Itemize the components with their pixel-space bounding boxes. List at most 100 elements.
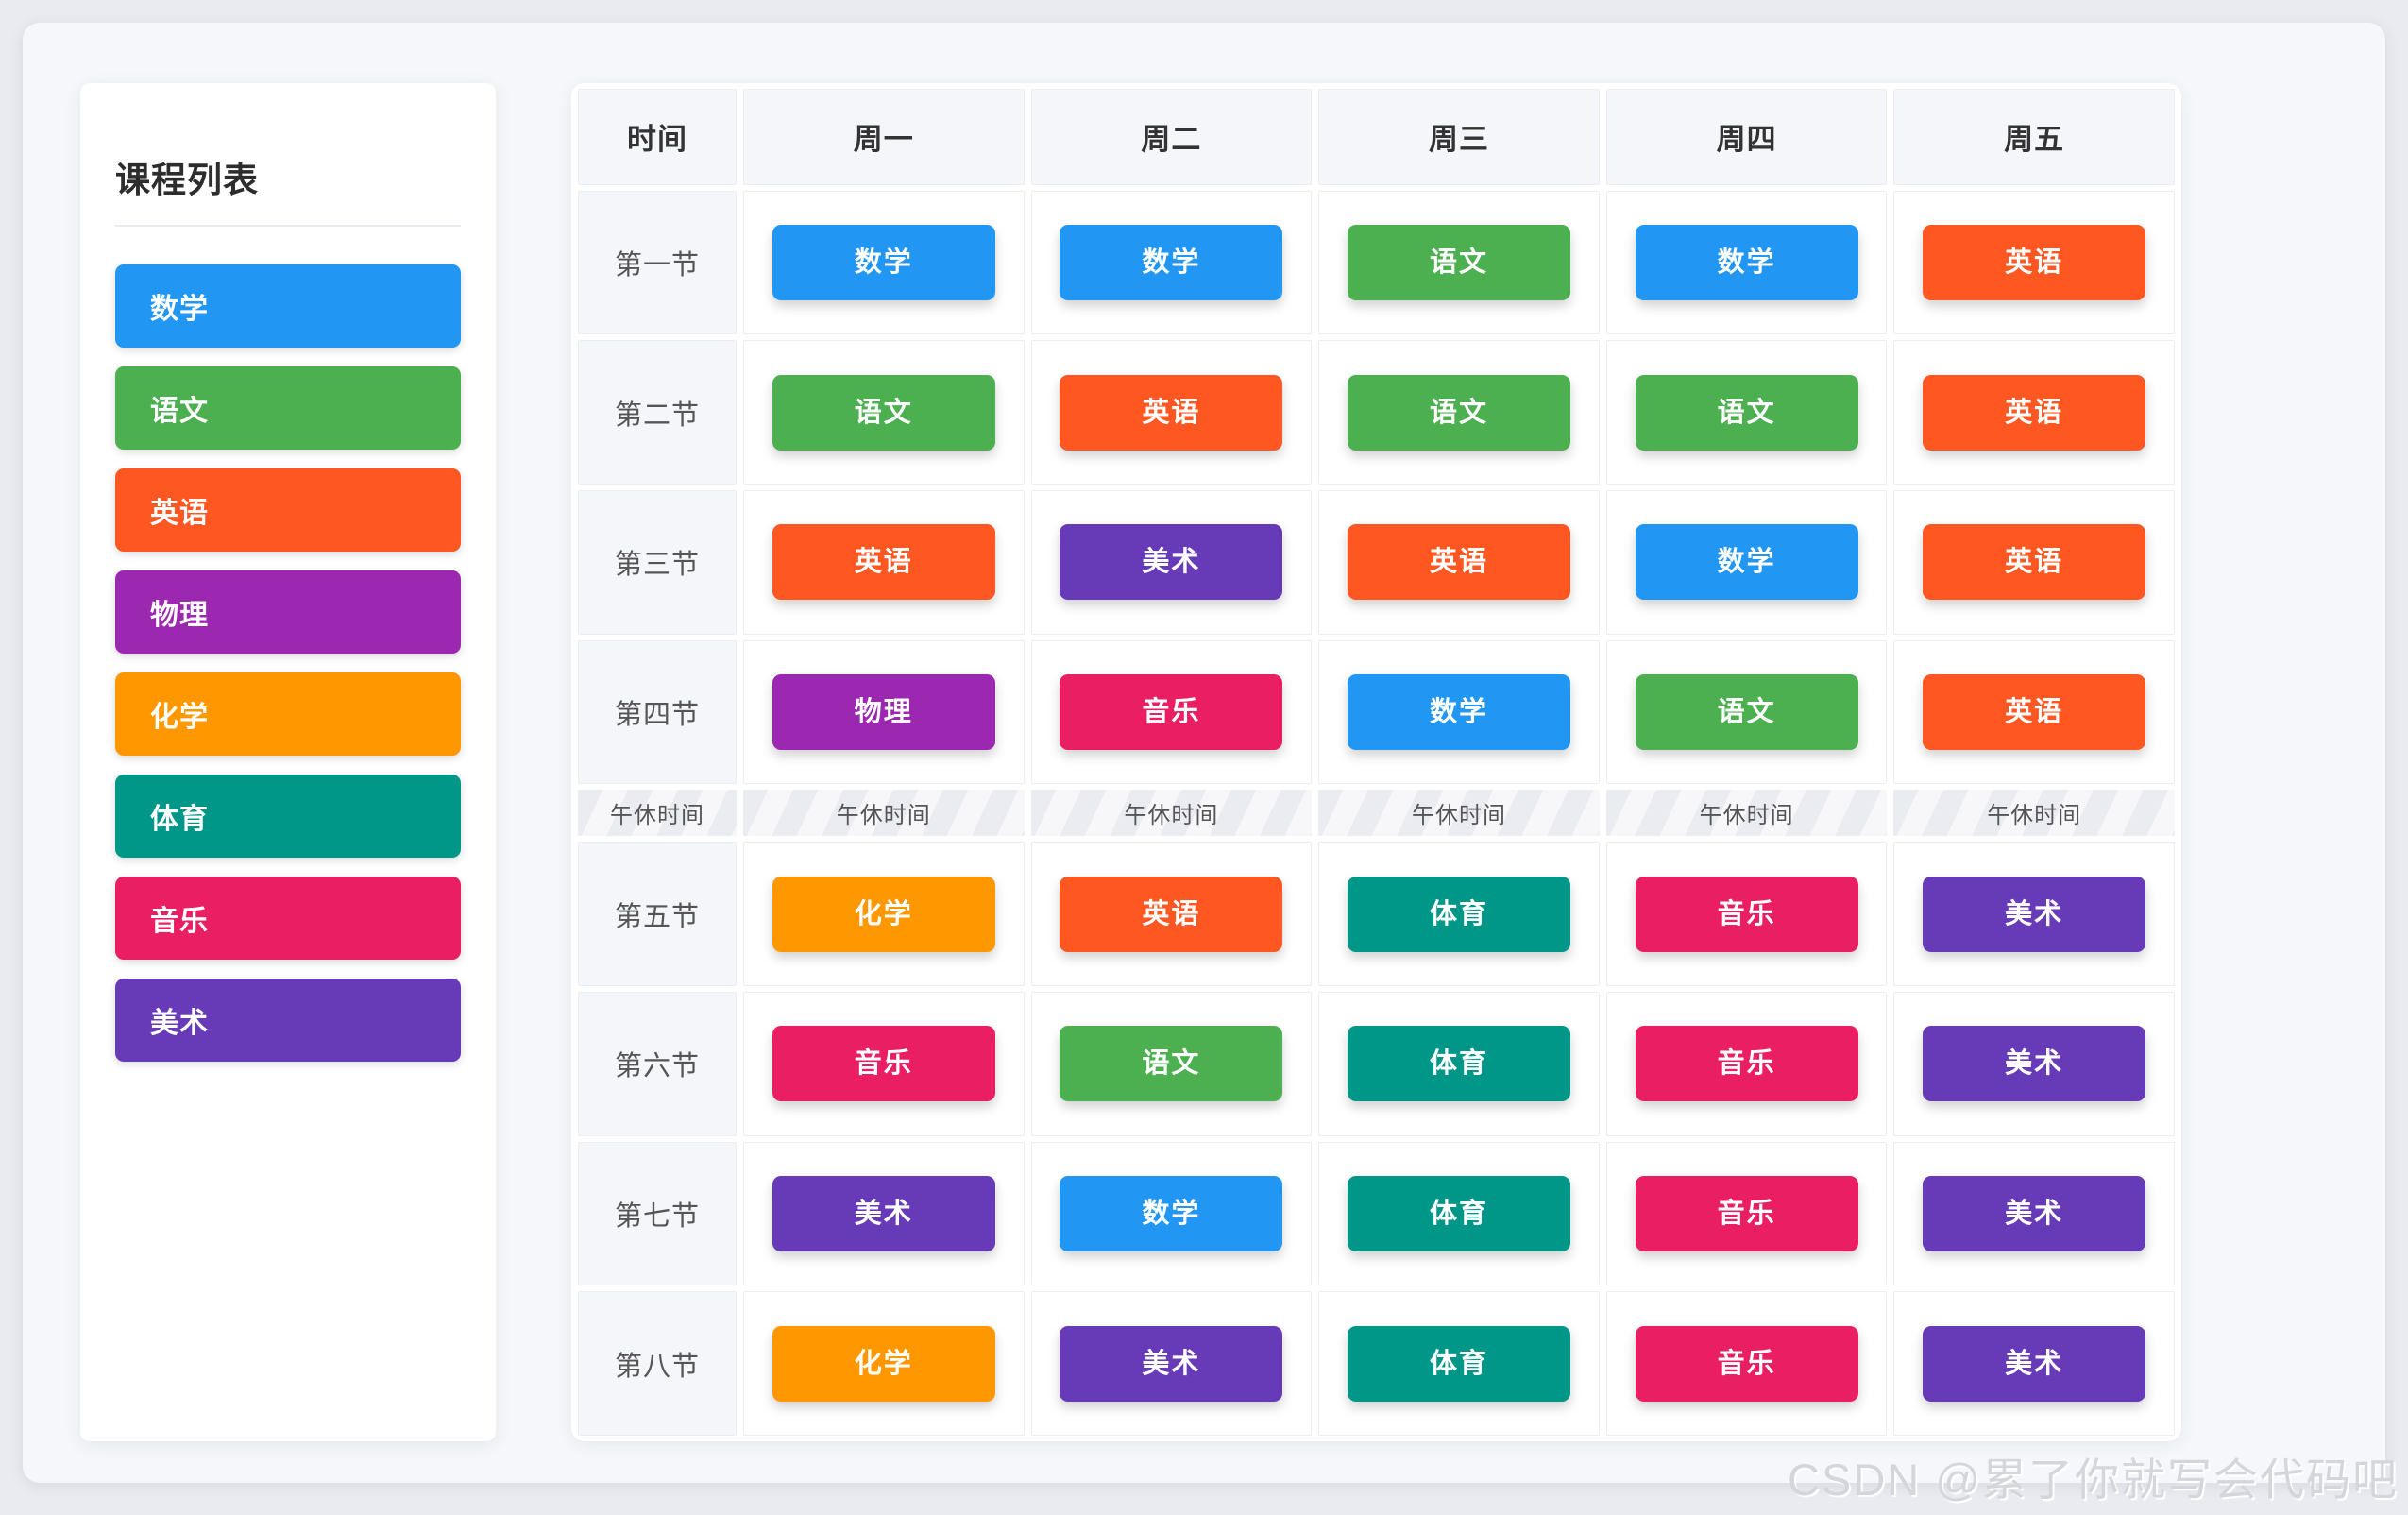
sidebar-course-chip[interactable]: 数学: [115, 264, 461, 348]
course-chip[interactable]: 音乐: [1635, 876, 1858, 952]
course-chip[interactable]: 语文: [1060, 1026, 1283, 1102]
course-chip[interactable]: 英语: [1923, 674, 2146, 751]
schedule-cell[interactable]: 数学: [743, 190, 1025, 335]
course-chip[interactable]: 美术: [1923, 1026, 2146, 1102]
course-chip[interactable]: 化学: [772, 1325, 995, 1402]
course-chip[interactable]: 体育: [1347, 1325, 1570, 1402]
schedule-cell[interactable]: 英语: [1030, 340, 1313, 485]
column-header-wednesday: 周三: [1318, 89, 1600, 185]
schedule-cell[interactable]: 英语: [1318, 490, 1600, 635]
course-chip[interactable]: 美术: [1060, 524, 1283, 601]
schedule-cell[interactable]: 音乐: [743, 991, 1025, 1136]
course-chip-list: 数学 语文 英语 物理 化学 体育 音乐 美术: [115, 264, 461, 1062]
sidebar-course-chip[interactable]: 音乐: [115, 877, 461, 960]
sidebar-course-chip[interactable]: 物理: [115, 570, 461, 654]
sidebar-course-chip[interactable]: 美术: [115, 979, 461, 1062]
sidebar-course-chip[interactable]: 语文: [115, 366, 461, 450]
schedule-cell[interactable]: 语文: [1605, 639, 1888, 785]
schedule-cell[interactable]: 语文: [1318, 190, 1600, 335]
schedule-cell[interactable]: 体育: [1318, 991, 1600, 1136]
course-chip[interactable]: 音乐: [1635, 1325, 1858, 1402]
schedule-cell[interactable]: 物理: [743, 639, 1025, 785]
schedule-cell[interactable]: 美术: [1893, 991, 2175, 1136]
sidebar-course-chip[interactable]: 英语: [115, 468, 461, 552]
schedule-cell[interactable]: 英语: [1893, 190, 2175, 335]
timetable-row-period-7: 第七节 美术 数学 体育 音乐 美术: [578, 1141, 2175, 1286]
course-chip[interactable]: 美术: [772, 1175, 995, 1251]
course-chip[interactable]: 数学: [1347, 674, 1570, 751]
course-chip[interactable]: 数学: [1635, 524, 1858, 601]
schedule-cell[interactable]: 数学: [1605, 490, 1888, 635]
schedule-cell[interactable]: 音乐: [1030, 639, 1313, 785]
course-chip[interactable]: 数学: [1060, 1175, 1283, 1251]
schedule-cell[interactable]: 体育: [1318, 1291, 1600, 1436]
schedule-cell[interactable]: 音乐: [1605, 991, 1888, 1136]
schedule-cell[interactable]: 美术: [1893, 842, 2175, 986]
course-chip[interactable]: 音乐: [1635, 1026, 1858, 1102]
course-chip[interactable]: 音乐: [1060, 674, 1283, 751]
period-label: 第八节: [578, 1291, 737, 1436]
course-chip[interactable]: 数学: [1060, 225, 1283, 301]
course-chip[interactable]: 英语: [1923, 225, 2146, 301]
schedule-cell[interactable]: 音乐: [1605, 1141, 1888, 1286]
course-chip[interactable]: 物理: [772, 674, 995, 751]
schedule-cell[interactable]: 化学: [743, 842, 1025, 986]
schedule-cell[interactable]: 英语: [1030, 842, 1313, 986]
schedule-cell[interactable]: 美术: [1030, 490, 1313, 635]
schedule-cell[interactable]: 数学: [1030, 190, 1313, 335]
course-chip[interactable]: 英语: [1347, 524, 1570, 601]
schedule-cell[interactable]: 美术: [743, 1141, 1025, 1286]
timetable-row-period-3: 第三节 英语 美术 英语 数学 英语: [578, 490, 2175, 635]
schedule-cell[interactable]: 体育: [1318, 1141, 1600, 1286]
schedule-cell[interactable]: 化学: [743, 1291, 1025, 1436]
course-chip[interactable]: 英语: [1060, 876, 1283, 952]
course-chip[interactable]: 语文: [1347, 374, 1570, 451]
period-label: 第四节: [578, 639, 737, 785]
period-label: 第二节: [578, 340, 737, 485]
schedule-cell[interactable]: 美术: [1030, 1291, 1313, 1436]
timetable-row-period-5: 第五节 化学 英语 体育 音乐 美术: [578, 842, 2175, 986]
course-chip[interactable]: 体育: [1347, 1175, 1570, 1251]
course-chip[interactable]: 语文: [1635, 374, 1858, 451]
course-chip[interactable]: 英语: [772, 524, 995, 601]
course-chip[interactable]: 美术: [1923, 1175, 2146, 1251]
column-header-time: 时间: [578, 89, 737, 185]
course-chip[interactable]: 体育: [1347, 1026, 1570, 1102]
schedule-cell[interactable]: 英语: [1893, 340, 2175, 485]
schedule-cell[interactable]: 体育: [1318, 842, 1600, 986]
schedule-cell[interactable]: 音乐: [1605, 842, 1888, 986]
schedule-cell[interactable]: 英语: [1893, 490, 2175, 635]
schedule-cell[interactable]: 英语: [743, 490, 1025, 635]
schedule-cell[interactable]: 音乐: [1605, 1291, 1888, 1436]
course-chip[interactable]: 美术: [1923, 876, 2146, 952]
sidebar-course-chip[interactable]: 化学: [115, 672, 461, 756]
course-chip[interactable]: 数学: [1635, 225, 1858, 301]
course-chip[interactable]: 体育: [1347, 876, 1570, 952]
timetable-card: 时间 周一 周二 周三 周四 周五 第一节 数学 数学 语文 数学 英语 第二节…: [571, 83, 2181, 1441]
course-chip[interactable]: 语文: [1635, 674, 1858, 751]
course-chip[interactable]: 化学: [772, 876, 995, 952]
course-chip[interactable]: 美术: [1923, 1325, 2146, 1402]
course-chip[interactable]: 音乐: [1635, 1175, 1858, 1251]
schedule-cell[interactable]: 语文: [1605, 340, 1888, 485]
course-list-panel: 课程列表 数学 语文 英语 物理 化学 体育 音乐 美术: [80, 83, 496, 1441]
schedule-cell[interactable]: 美术: [1893, 1141, 2175, 1286]
schedule-cell[interactable]: 语文: [1318, 340, 1600, 485]
schedule-cell[interactable]: 数学: [1605, 190, 1888, 335]
course-chip[interactable]: 语文: [1347, 225, 1570, 301]
course-chip[interactable]: 英语: [1923, 524, 2146, 601]
column-header-monday: 周一: [743, 89, 1025, 185]
schedule-cell[interactable]: 数学: [1318, 639, 1600, 785]
course-chip[interactable]: 英语: [1923, 374, 2146, 451]
course-chip[interactable]: 美术: [1060, 1325, 1283, 1402]
course-chip[interactable]: 音乐: [772, 1026, 995, 1102]
schedule-cell[interactable]: 语文: [743, 340, 1025, 485]
course-chip[interactable]: 英语: [1060, 374, 1283, 451]
course-chip[interactable]: 数学: [772, 225, 995, 301]
schedule-cell[interactable]: 英语: [1893, 639, 2175, 785]
sidebar-course-chip[interactable]: 体育: [115, 775, 461, 858]
schedule-cell[interactable]: 语文: [1030, 991, 1313, 1136]
schedule-cell[interactable]: 数学: [1030, 1141, 1313, 1286]
schedule-cell[interactable]: 美术: [1893, 1291, 2175, 1436]
course-chip[interactable]: 语文: [772, 374, 995, 451]
